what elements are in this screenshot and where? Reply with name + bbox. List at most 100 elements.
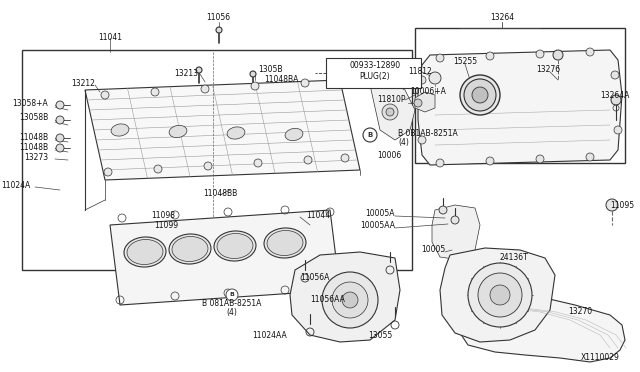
- Circle shape: [468, 263, 532, 327]
- Text: 11024AA: 11024AA: [253, 330, 287, 340]
- Circle shape: [586, 48, 594, 56]
- Text: 13270: 13270: [568, 308, 592, 317]
- Circle shape: [226, 289, 238, 301]
- Circle shape: [254, 159, 262, 167]
- Text: (4): (4): [398, 138, 409, 148]
- Text: 13213: 13213: [174, 70, 198, 78]
- Circle shape: [363, 128, 377, 142]
- Text: 00933-12890: 00933-12890: [349, 61, 401, 71]
- Text: 13264A: 13264A: [600, 90, 629, 99]
- Text: 13276: 13276: [536, 65, 560, 74]
- Text: 11041: 11041: [98, 33, 122, 42]
- Circle shape: [472, 87, 488, 103]
- Ellipse shape: [264, 228, 306, 258]
- Circle shape: [436, 54, 444, 62]
- Circle shape: [101, 91, 109, 99]
- Ellipse shape: [172, 237, 208, 262]
- Polygon shape: [85, 80, 360, 180]
- Circle shape: [341, 154, 349, 162]
- Ellipse shape: [214, 231, 256, 261]
- Polygon shape: [432, 205, 480, 260]
- Text: 10006+A: 10006+A: [410, 87, 446, 96]
- Circle shape: [418, 76, 426, 84]
- Ellipse shape: [169, 234, 211, 264]
- Circle shape: [414, 99, 422, 107]
- Text: 13058+A: 13058+A: [12, 99, 48, 108]
- Circle shape: [614, 126, 622, 134]
- Circle shape: [536, 50, 544, 58]
- Text: (4): (4): [227, 308, 237, 317]
- Text: 11812: 11812: [408, 67, 432, 77]
- Circle shape: [56, 116, 64, 124]
- Text: 11048BA: 11048BA: [264, 76, 298, 84]
- Polygon shape: [415, 92, 435, 112]
- Text: 11099: 11099: [154, 221, 178, 231]
- Text: 11048B: 11048B: [19, 144, 48, 153]
- Circle shape: [486, 157, 494, 165]
- Circle shape: [386, 108, 394, 116]
- Circle shape: [611, 95, 621, 105]
- Circle shape: [486, 52, 494, 60]
- Text: 11056AA: 11056AA: [310, 295, 345, 305]
- Circle shape: [451, 216, 459, 224]
- Ellipse shape: [227, 127, 245, 139]
- Text: 10006: 10006: [377, 151, 401, 160]
- Circle shape: [382, 104, 398, 120]
- Circle shape: [536, 155, 544, 163]
- Text: 1305B: 1305B: [258, 65, 282, 74]
- Text: 13273: 13273: [24, 153, 48, 161]
- Bar: [326, 58, 421, 88]
- Text: 15255: 15255: [453, 58, 477, 67]
- Text: PLUG(2): PLUG(2): [360, 71, 390, 80]
- Text: B 0B1AB-8251A: B 0B1AB-8251A: [398, 128, 458, 138]
- Polygon shape: [290, 252, 400, 342]
- Text: 11056A: 11056A: [301, 273, 330, 282]
- Circle shape: [250, 71, 256, 77]
- Circle shape: [342, 292, 358, 308]
- Text: 13058B: 13058B: [19, 113, 48, 122]
- Ellipse shape: [127, 240, 163, 264]
- Circle shape: [586, 153, 594, 161]
- Circle shape: [301, 79, 309, 87]
- Circle shape: [56, 101, 64, 109]
- Ellipse shape: [111, 124, 129, 136]
- Text: B: B: [230, 292, 234, 298]
- Circle shape: [304, 156, 312, 164]
- Polygon shape: [370, 82, 415, 140]
- Circle shape: [553, 50, 563, 60]
- Text: 24136T: 24136T: [500, 253, 529, 263]
- Circle shape: [56, 144, 64, 152]
- Ellipse shape: [169, 125, 187, 138]
- Text: 11048B: 11048B: [19, 134, 48, 142]
- Circle shape: [154, 165, 162, 173]
- Text: 11810P: 11810P: [378, 96, 406, 105]
- Text: 13264: 13264: [490, 13, 514, 22]
- Circle shape: [251, 82, 259, 90]
- Circle shape: [418, 136, 426, 144]
- Text: 11044: 11044: [306, 211, 330, 219]
- Text: 11056: 11056: [206, 13, 230, 22]
- Circle shape: [439, 206, 447, 214]
- Ellipse shape: [217, 234, 253, 259]
- Circle shape: [490, 285, 510, 305]
- Ellipse shape: [124, 237, 166, 267]
- Text: B 081AB-8251A: B 081AB-8251A: [202, 298, 262, 308]
- Text: B: B: [367, 132, 372, 138]
- Circle shape: [196, 67, 202, 73]
- Polygon shape: [110, 210, 340, 305]
- Circle shape: [104, 168, 112, 176]
- Circle shape: [151, 88, 159, 96]
- Circle shape: [460, 75, 500, 115]
- Circle shape: [478, 273, 522, 317]
- Circle shape: [606, 199, 618, 211]
- Circle shape: [429, 72, 441, 84]
- Bar: [22, 50, 412, 270]
- Polygon shape: [418, 50, 622, 165]
- Text: 11098: 11098: [151, 211, 175, 219]
- Circle shape: [56, 134, 64, 142]
- Text: 11024A: 11024A: [1, 180, 30, 189]
- Circle shape: [322, 272, 378, 328]
- Text: 10005AA: 10005AA: [360, 221, 395, 231]
- Polygon shape: [440, 248, 555, 342]
- Circle shape: [216, 27, 222, 33]
